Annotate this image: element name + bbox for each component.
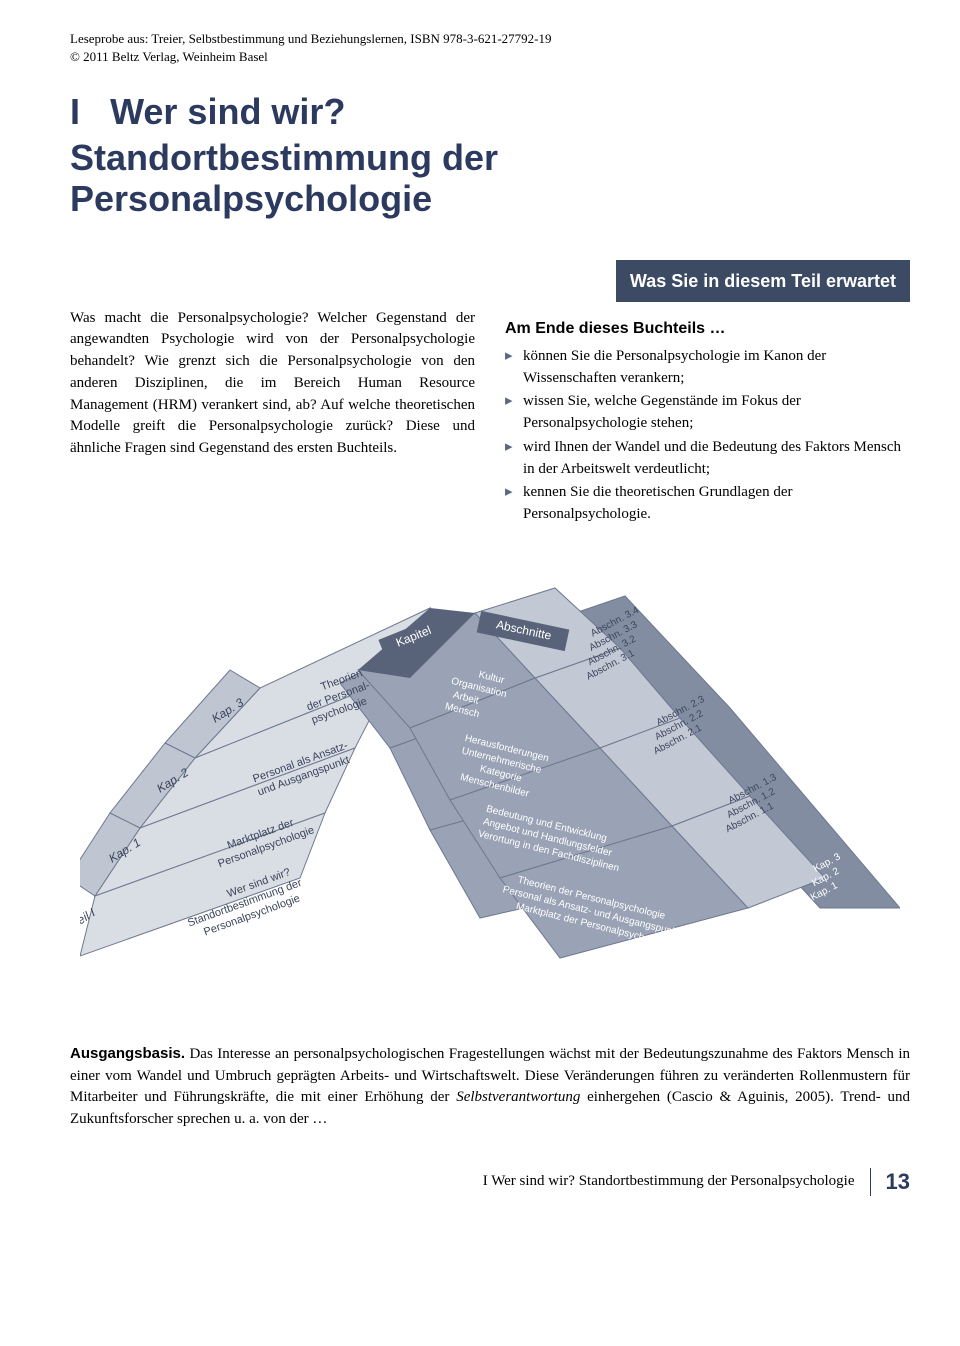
pyramid-svg: Kapitel Abschnitte Kap. 3 Kap. 2 Kap. 1 … <box>80 578 900 998</box>
page-number: 13 <box>886 1166 910 1198</box>
outcome-item: kennen Sie die theoretischen Grundlagen … <box>505 482 910 526</box>
basis-paragraph: Ausgangsbasis. Das Interesse an personal… <box>70 1043 910 1131</box>
chapter-title-block: I Wer sind wir? Standortbestimmung der P… <box>70 91 910 219</box>
basis-em: Selbstverantwortung <box>456 1089 580 1105</box>
outcome-item: wissen Sie, welche Gegenstände im Fokus … <box>505 391 910 435</box>
basis-label: Ausgangsbasis. <box>70 1045 185 1062</box>
credit-line-2: © 2011 Beltz Verlag, Weinheim Basel <box>70 48 910 66</box>
credit-line-1: Leseprobe aus: Treier, Selbstbestimmung … <box>70 30 910 48</box>
intro-paragraph: Was macht die Personalpsychologie? Welch… <box>70 308 475 460</box>
page-footer: I Wer sind wir? Standortbestimmung der P… <box>70 1166 910 1198</box>
sample-credit: Leseprobe aus: Treier, Selbstbestimmung … <box>70 30 910 66</box>
chapter-subtitle-2: Personalpsychologie <box>70 178 910 219</box>
chapter-subtitle-1: Standortbestimmung der <box>70 137 910 178</box>
two-column-intro: Was macht die Personalpsychologie? Welch… <box>70 308 910 528</box>
footer-divider <box>870 1168 871 1196</box>
outcome-item: wird Ihnen der Wandel und die Bedeutung … <box>505 437 910 481</box>
outcomes-lead: Am Ende dieses Buchteils … <box>505 317 910 340</box>
footer-running-head: I Wer sind wir? Standortbestimmung der P… <box>483 1171 855 1193</box>
chapter-title-line1: Wer sind wir? <box>110 91 345 132</box>
outcomes-list: können Sie die Personalpsychologie im Ka… <box>505 346 910 526</box>
pyramid-diagram: Kapitel Abschnitte Kap. 3 Kap. 2 Kap. 1 … <box>70 578 910 998</box>
info-box-header: Was Sie in diesem Teil erwartet <box>616 260 910 302</box>
chapter-number: I <box>70 91 80 132</box>
outcome-item: können Sie die Personalpsychologie im Ka… <box>505 346 910 390</box>
